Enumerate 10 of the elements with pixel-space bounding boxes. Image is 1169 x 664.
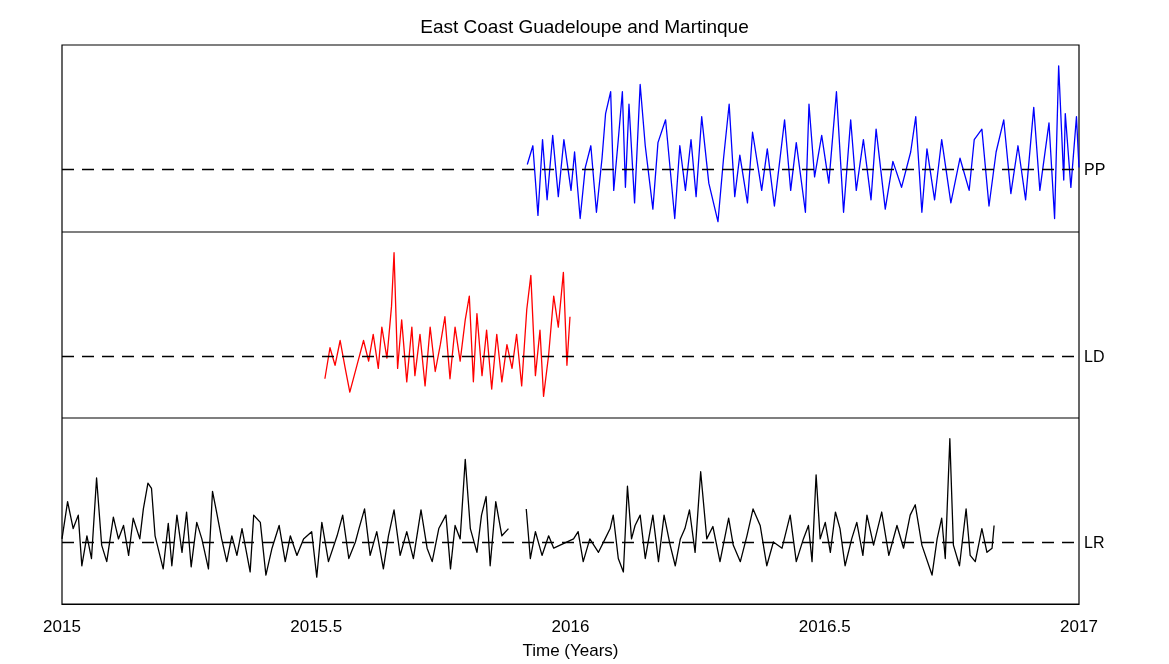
chart-title: East Coast Guadeloupe and Martinque (420, 16, 749, 37)
x-tick-label: 2016.5 (798, 617, 851, 636)
ref-line-label: LR (1084, 533, 1105, 551)
x-axis-title: Time (Years) (522, 641, 619, 660)
x-tick-label: 2016 (551, 617, 590, 636)
ref-line-label: LD (1084, 347, 1105, 365)
x-tick-label: 2015 (43, 617, 81, 636)
ref-line-label: PP (1084, 161, 1106, 179)
x-tick-label: 2015.5 (290, 617, 343, 636)
x-tick-label: 2017 (1060, 617, 1098, 636)
